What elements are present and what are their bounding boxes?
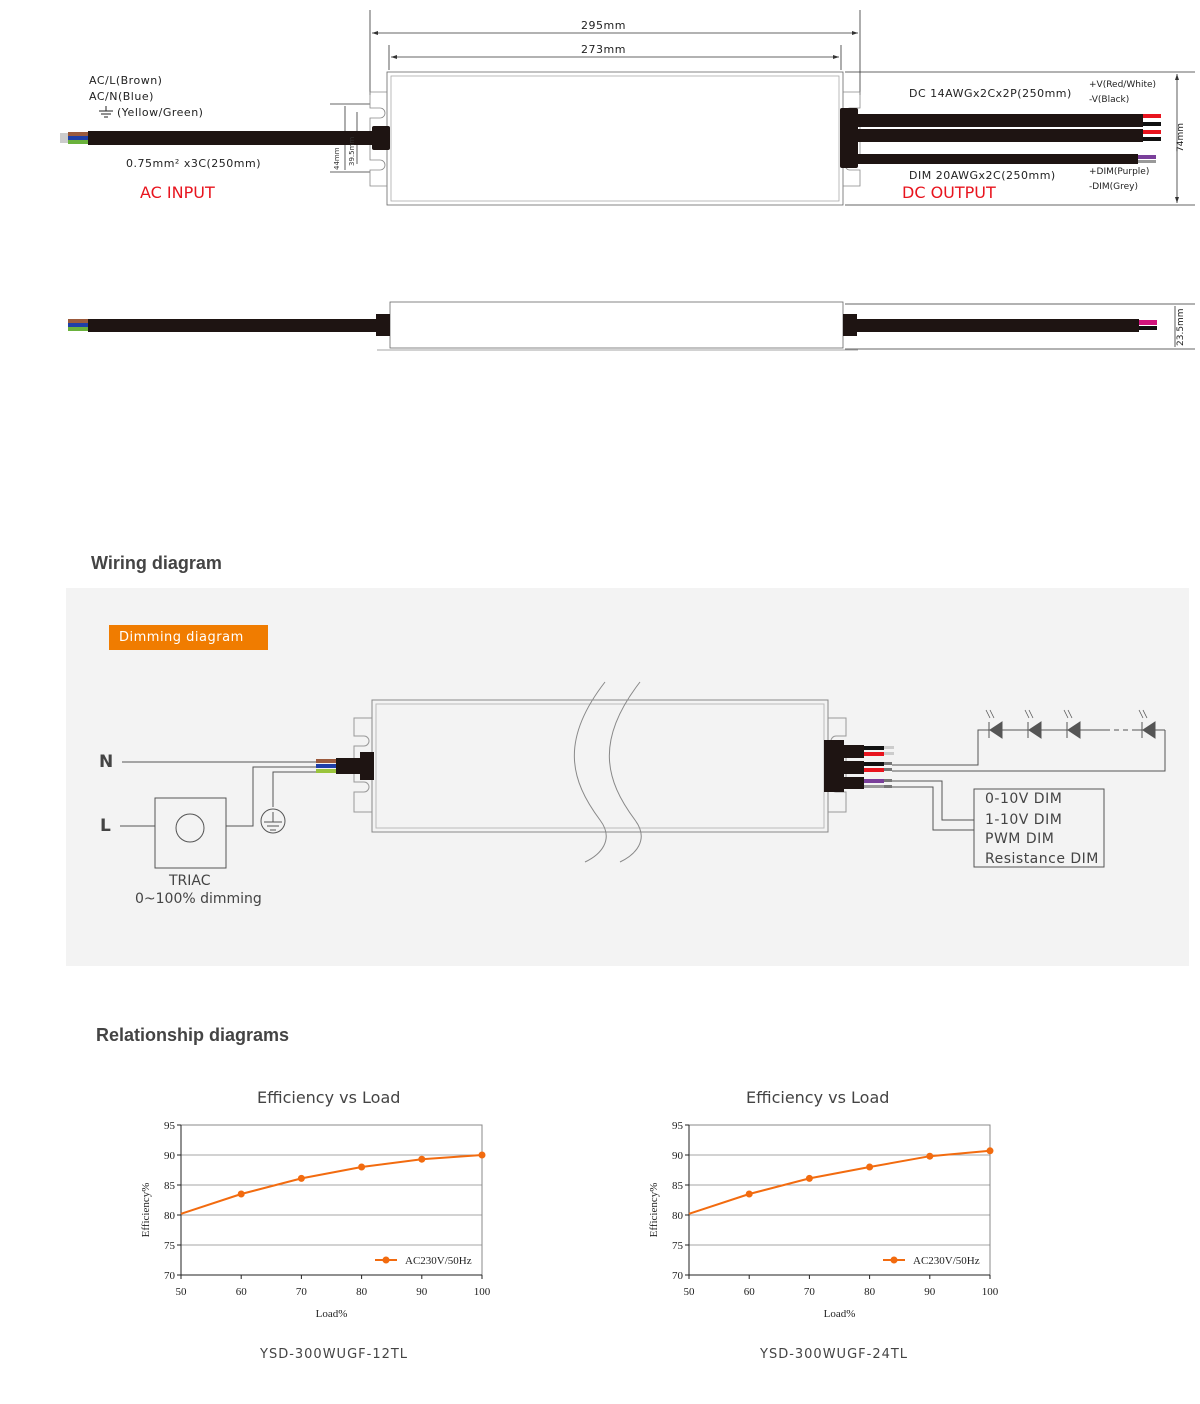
data-point <box>418 1155 426 1163</box>
chart-2-title: Efficiency vs Load <box>746 1088 890 1107</box>
data-point <box>745 1190 753 1198</box>
data-point <box>926 1152 934 1160</box>
x-tick-label: 100 <box>982 1286 999 1298</box>
vplus-label: +V(Red/White) <box>1089 80 1157 90</box>
dc-cable-spec: DC 14AWGx2Cx2P(250mm) <box>909 87 1072 100</box>
chart-2-caption: YSD-300WUGF-24TL <box>760 1347 909 1362</box>
x-tick-label: 70 <box>296 1286 308 1298</box>
data-point <box>805 1174 813 1182</box>
vminus-label: -V(Black) <box>1089 95 1130 105</box>
series-line <box>688 1149 991 1215</box>
x-tick-label: 80 <box>356 1286 368 1298</box>
y-tick-label: 80 <box>164 1210 176 1222</box>
ac-l-label: AC/L(Brown) <box>89 74 163 87</box>
dim-mode-1-10v: 1-10V DIM <box>985 812 1063 828</box>
x-tick-label: 100 <box>474 1286 491 1298</box>
dim-cable-spec: DIM 20AWGx2C(250mm) <box>909 169 1056 182</box>
dim-mode-resistance: Resistance DIM <box>985 851 1099 867</box>
led-icon <box>1067 721 1081 739</box>
y-tick-label: 90 <box>672 1150 684 1162</box>
y-tick-label: 90 <box>164 1150 176 1162</box>
ac-cable-spec: 0.75mm² x3C(250mm) <box>126 157 262 170</box>
x-tick-label: 90 <box>924 1286 936 1298</box>
data-point <box>297 1174 305 1182</box>
data-point <box>986 1147 994 1155</box>
dim-273: 273mm <box>581 43 626 56</box>
wiring-drawing <box>120 681 1166 869</box>
triac-label: TRIAC <box>169 873 211 889</box>
dimminus-label: -DIM(Grey) <box>1089 182 1138 192</box>
data-point <box>358 1163 366 1171</box>
x-axis-label: Load% <box>316 1308 348 1320</box>
y-tick-label: 80 <box>672 1210 684 1222</box>
led-icon <box>989 721 1003 739</box>
legend-marker <box>382 1256 390 1264</box>
ac-n-label: AC/N(Blue) <box>89 90 154 103</box>
data-point <box>866 1163 874 1171</box>
input-connector <box>316 752 374 780</box>
x-tick-label: 60 <box>236 1286 248 1298</box>
led-icon <box>1028 721 1042 739</box>
x-tick-label: 70 <box>804 1286 816 1298</box>
top-view-drawing <box>60 10 1195 351</box>
ac-input-cable <box>60 126 390 150</box>
relationship-heading: Relationship diagrams <box>96 1025 290 1045</box>
y-axis-label: Efficiency% <box>140 1183 152 1238</box>
led-string <box>985 709 1156 739</box>
legend-label: AC230V/50Hz <box>913 1255 980 1267</box>
output-connector <box>824 740 894 792</box>
dimplus-label: +DIM(Purple) <box>1089 167 1150 177</box>
ac-input-title: AC INPUT <box>140 183 215 202</box>
led-icon <box>1142 721 1156 739</box>
live-label: L <box>100 816 111 836</box>
dim-mode-0-10v: 0-10V DIM <box>985 791 1063 807</box>
x-tick-label: 50 <box>176 1286 188 1298</box>
chart-1-title: Efficiency vs Load <box>257 1088 401 1107</box>
earth-icon <box>260 808 286 834</box>
data-point <box>237 1190 245 1198</box>
y-tick-label: 75 <box>672 1240 684 1252</box>
ground-icon <box>99 106 113 118</box>
plot-area <box>180 1124 483 1276</box>
x-tick-label: 50 <box>684 1286 696 1298</box>
x-tick-label: 60 <box>744 1286 756 1298</box>
dc-output-title: DC OUTPUT <box>902 183 996 202</box>
x-tick-label: 80 <box>864 1286 876 1298</box>
data-point <box>478 1151 486 1159</box>
dim-295: 295mm <box>581 19 626 32</box>
y-tick-label: 95 <box>164 1120 176 1132</box>
plot-area <box>688 1124 991 1276</box>
y-tick-label: 85 <box>164 1180 176 1192</box>
legend-label: AC230V/50Hz <box>405 1255 472 1267</box>
y-tick-label: 70 <box>672 1270 684 1282</box>
y-axis-label: Efficiency% <box>648 1183 660 1238</box>
legend-marker <box>890 1256 898 1264</box>
y-tick-label: 95 <box>672 1120 684 1132</box>
triac-box <box>154 797 227 869</box>
chart-1-caption: YSD-300WUGF-12TL <box>260 1347 409 1362</box>
wiring-heading: Wiring diagram <box>91 553 222 573</box>
y-tick-label: 75 <box>164 1240 176 1252</box>
dim-mode-pwm: PWM DIM <box>985 831 1055 847</box>
dimming-badge: Dimming diagram <box>109 625 268 650</box>
dc-output-cables <box>68 108 1161 336</box>
dim-modes-box <box>973 788 1105 868</box>
y-tick-label: 85 <box>672 1180 684 1192</box>
triac-range: 0~100% dimming <box>135 891 262 907</box>
series-line <box>180 1154 483 1215</box>
x-axis-label: Load% <box>824 1308 856 1320</box>
y-tick-label: 70 <box>164 1270 176 1282</box>
x-tick-label: 90 <box>416 1286 428 1298</box>
ac-pe-label: (Yellow/Green) <box>117 106 204 119</box>
neutral-label: N <box>99 752 114 772</box>
